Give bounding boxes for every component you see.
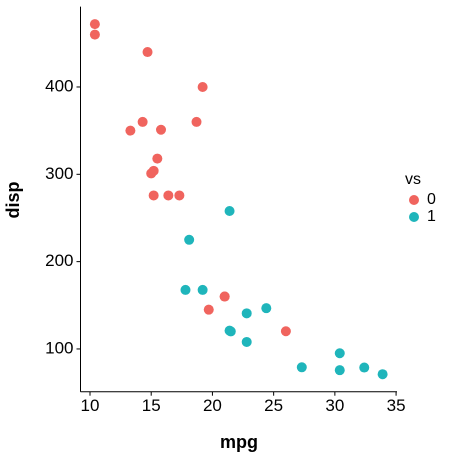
x-tick-label: 35 [387,396,406,415]
point [197,81,208,92]
legend-label: 1 [427,208,436,225]
point [359,362,370,373]
point [156,124,167,135]
point [146,168,157,179]
x-tick-label: 15 [142,396,161,415]
point [224,325,235,336]
y-tick-label: 300 [45,164,73,183]
point [148,190,159,201]
point [377,369,388,380]
point [241,308,252,319]
x-tick-label: 30 [325,396,344,415]
point [197,284,208,295]
point [191,116,202,127]
point [163,190,174,201]
point [184,234,195,245]
point [137,116,148,127]
point [280,326,291,337]
point [224,205,235,216]
point [219,291,230,302]
legend-swatch [409,212,419,222]
y-axis-title: disp [3,181,23,218]
point [334,365,345,376]
point [152,153,163,164]
legend-swatch [409,195,419,205]
point [261,303,272,314]
point [296,362,307,373]
point [334,348,345,359]
y-tick-label: 100 [45,338,73,357]
point [125,125,136,136]
point [89,29,100,40]
x-tick-label: 10 [81,396,100,415]
point [174,190,185,201]
x-axis-title: mpg [220,432,258,452]
legend-title: vs [405,171,421,188]
point [180,284,191,295]
x-tick-label: 20 [203,396,222,415]
x-tick-label: 25 [264,396,283,415]
y-tick-label: 200 [45,251,73,270]
point [142,47,153,58]
legend-label: 0 [427,191,436,208]
y-tick-label: 400 [45,76,73,95]
point [241,336,252,347]
point [203,304,214,315]
point [89,19,100,30]
